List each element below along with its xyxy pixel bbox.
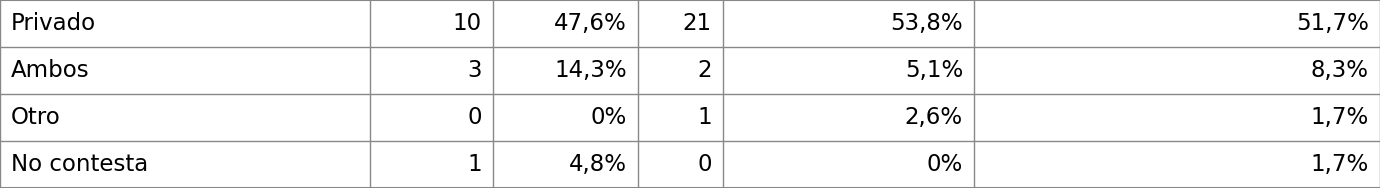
- Text: 51,7%: 51,7%: [1296, 12, 1369, 35]
- Text: 1: 1: [697, 106, 712, 129]
- Text: 5,1%: 5,1%: [905, 59, 963, 82]
- Text: 53,8%: 53,8%: [890, 12, 963, 35]
- Text: 47,6%: 47,6%: [555, 12, 627, 35]
- Text: 14,3%: 14,3%: [555, 59, 627, 82]
- Text: 0: 0: [697, 153, 712, 176]
- Text: 2: 2: [697, 59, 712, 82]
- Text: Ambos: Ambos: [11, 59, 90, 82]
- Text: 10: 10: [453, 12, 482, 35]
- Text: 1,7%: 1,7%: [1311, 153, 1369, 176]
- Text: No contesta: No contesta: [11, 153, 148, 176]
- Text: Privado: Privado: [11, 12, 97, 35]
- Text: 1,7%: 1,7%: [1311, 106, 1369, 129]
- Text: 21: 21: [683, 12, 712, 35]
- Text: 4,8%: 4,8%: [569, 153, 627, 176]
- Text: 3: 3: [468, 59, 482, 82]
- Text: 0: 0: [468, 106, 482, 129]
- Text: 0%: 0%: [591, 106, 627, 129]
- Text: Otro: Otro: [11, 106, 61, 129]
- Text: 2,6%: 2,6%: [905, 106, 963, 129]
- Text: 0%: 0%: [927, 153, 963, 176]
- Text: 1: 1: [468, 153, 482, 176]
- Text: 8,3%: 8,3%: [1311, 59, 1369, 82]
